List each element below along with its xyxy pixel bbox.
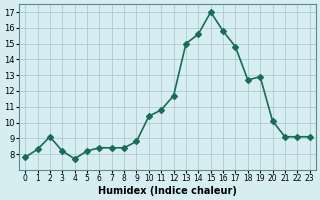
X-axis label: Humidex (Indice chaleur): Humidex (Indice chaleur) xyxy=(98,186,237,196)
